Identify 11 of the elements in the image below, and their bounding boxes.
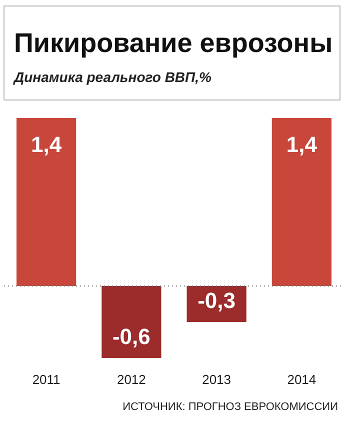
data-label: 1,4	[286, 132, 318, 157]
x-tick-label: 2012	[116, 372, 146, 387]
data-label: -0,6	[112, 324, 150, 349]
data-label: -0,3	[198, 288, 236, 313]
x-tick-label: 2013	[202, 372, 232, 387]
chart-title: Пикирование еврозоны	[14, 28, 333, 58]
x-tick-label: 2011	[32, 372, 60, 387]
data-label: 1,4	[31, 132, 62, 157]
chart-subtitle: Динамика реального ВВП,%	[13, 69, 212, 85]
x-tick-label: 2014	[287, 372, 316, 387]
text: ИСТОЧНИК: ПРОГНОЗ ЕВРОКОМИССИИ	[122, 401, 338, 413]
